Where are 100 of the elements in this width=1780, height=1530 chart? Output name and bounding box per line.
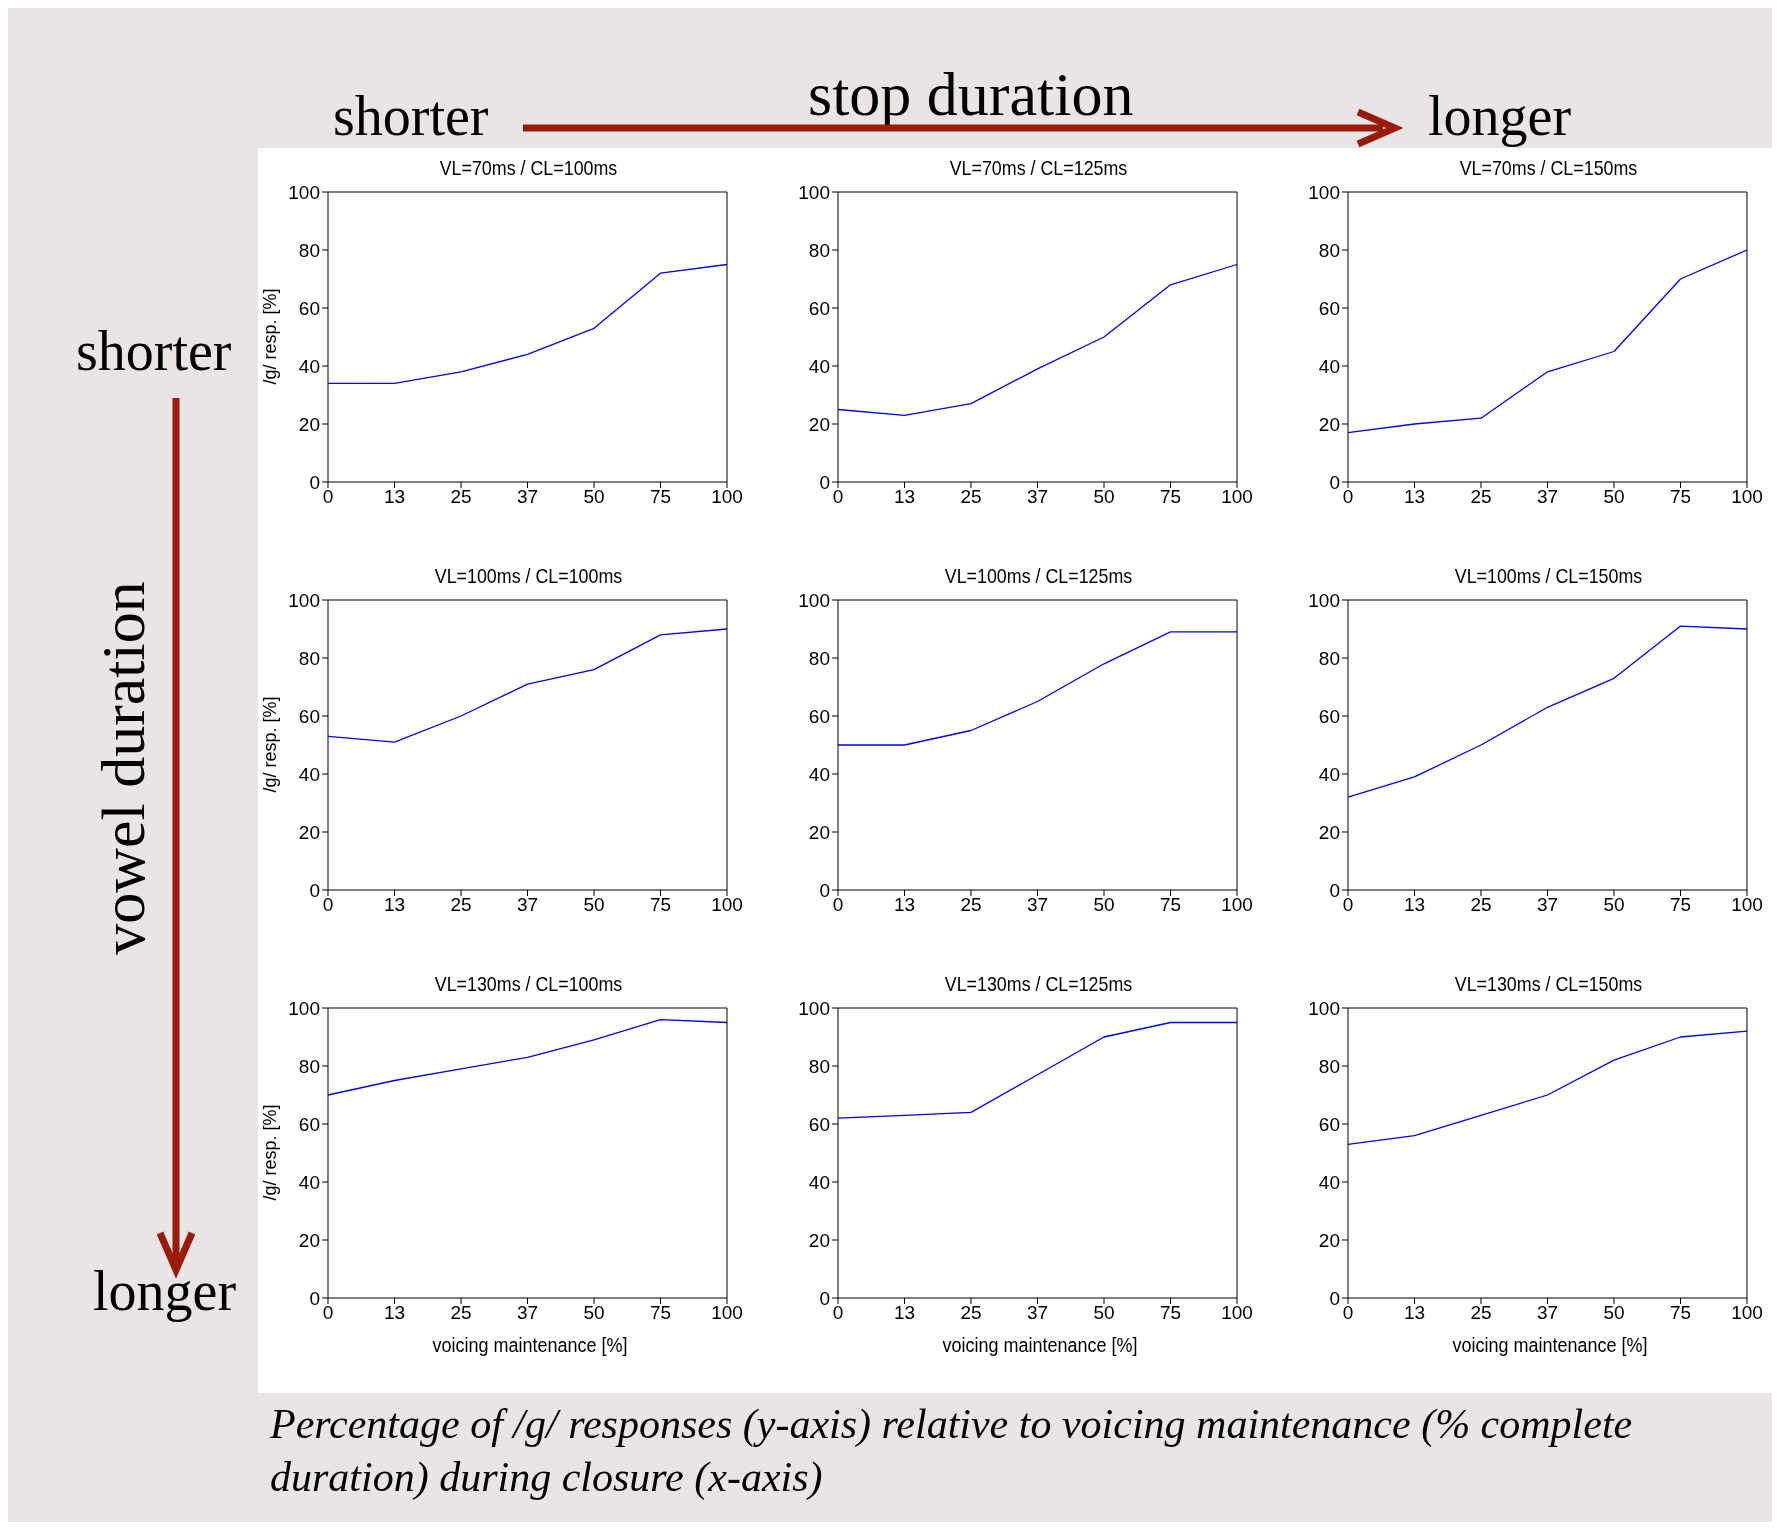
y-tick-label: 100 [798, 997, 830, 1019]
y-tick-label: 20 [1318, 413, 1340, 435]
text: stop duration [808, 60, 1134, 128]
y-tick-label: 40 [808, 1171, 830, 1193]
line-series [837, 263, 1238, 416]
x-tick-label: 37 [516, 486, 539, 508]
y-tick-label: 60 [808, 705, 830, 727]
x-tick-label: 50 [1093, 486, 1115, 508]
x-axis-title: voicing maintenance [%] [941, 1334, 1139, 1357]
x-tick-label: 75 [1159, 486, 1182, 508]
x-tick-label: 50 [1093, 894, 1115, 916]
chart-title: VL=130ms / CL=125ms [944, 972, 1133, 995]
x-tick-label: 13 [383, 894, 406, 916]
text: longer [1428, 85, 1572, 147]
x-tick-label: 37 [1026, 1302, 1049, 1324]
x-tick-label: 100 [1221, 486, 1253, 508]
x-tick-label: 75 [649, 486, 672, 508]
y-tick-label: 0 [309, 879, 320, 901]
x-tick-label: 75 [1159, 1302, 1182, 1324]
chart-title: VL=70ms / CL=150ms [1459, 156, 1638, 179]
y-tick-label: 60 [808, 297, 830, 319]
y-tick-label: 100 [288, 181, 320, 203]
y-tick-label: 0 [819, 1287, 830, 1309]
chart-title: VL=100ms / CL=100ms [434, 564, 623, 587]
x-tick-label: 37 [1536, 486, 1559, 508]
y-tick-label: 20 [808, 821, 830, 843]
chart-title: VL=70ms / CL=125ms [949, 156, 1128, 179]
y-tick-label: 40 [298, 1171, 320, 1193]
line-series [327, 1018, 728, 1096]
y-tick-label: 60 [1318, 1113, 1340, 1135]
x-tick-label: 25 [450, 1302, 472, 1324]
x-tick-label: 25 [450, 894, 472, 916]
x-tick-label: 13 [383, 1302, 406, 1324]
y-tick-label: 60 [1318, 705, 1340, 727]
x-tick-label: 13 [1403, 894, 1426, 916]
line-series [1347, 249, 1748, 434]
y-tick-label: 40 [1318, 1171, 1340, 1193]
x-tick-label: 100 [711, 894, 743, 916]
y-tick-label: 100 [1308, 181, 1340, 203]
x-tick-label: 50 [1603, 1302, 1625, 1324]
y-tick-label: 60 [298, 297, 320, 319]
y-tick-label: 0 [819, 471, 830, 493]
y-tick-label: 80 [298, 647, 320, 669]
line-series [1347, 625, 1748, 798]
y-tick-label: 40 [298, 763, 320, 785]
x-tick-label: 13 [1403, 1302, 1426, 1324]
x-tick-label: 37 [1536, 1302, 1559, 1324]
line-series [837, 1021, 1238, 1119]
y-tick-label: 0 [819, 879, 830, 901]
y-tick-label: 0 [309, 1287, 320, 1309]
x-tick-label: 13 [383, 486, 406, 508]
y-tick-label: 20 [1318, 1229, 1340, 1251]
x-tick-label: 37 [1026, 486, 1049, 508]
x-tick-label: 25 [960, 894, 982, 916]
y-tick-label: 20 [808, 1229, 830, 1251]
y-tick-label: 40 [1318, 763, 1340, 785]
y-tick-label: 0 [309, 471, 320, 493]
y-tick-label: 0 [1329, 879, 1340, 901]
line-series [327, 628, 728, 743]
y-tick-label: 80 [808, 647, 830, 669]
y-tick-label: 80 [298, 1055, 320, 1077]
x-tick-label: 25 [1470, 1302, 1492, 1324]
x-tick-label: 25 [960, 486, 982, 508]
x-tick-label: 100 [1731, 894, 1763, 916]
x-tick-label: 37 [516, 894, 539, 916]
line-series [1347, 1030, 1748, 1145]
x-tick-label: 25 [1470, 486, 1492, 508]
y-tick-label: 40 [808, 763, 830, 785]
y-tick-label: 0 [1329, 471, 1340, 493]
text: Percentage of /g/ responses (y-axis) relative to voicing maintenance (% complete duration) during closure (x-axis) [270, 1400, 1634, 1502]
y-tick-label: 40 [298, 355, 320, 377]
text: shorter [76, 320, 232, 382]
chart-title: VL=130ms / CL=150ms [1454, 972, 1643, 995]
x-tick-label: 37 [1536, 894, 1559, 916]
y-tick-label: 20 [298, 821, 320, 843]
x-tick-label: 75 [649, 1302, 672, 1324]
x-tick-label: 25 [450, 486, 472, 508]
y-tick-label: 80 [1318, 1055, 1340, 1077]
y-tick-label: 80 [298, 239, 320, 261]
text: vowel duration [89, 581, 158, 955]
text: longer [93, 1260, 237, 1322]
x-tick-label: 50 [1603, 486, 1625, 508]
y-tick-label: 100 [288, 997, 320, 1019]
y-axis-title: /g/ resp. [%] [259, 695, 281, 793]
y-tick-label: 80 [1318, 239, 1340, 261]
y-tick-label: 80 [1318, 647, 1340, 669]
x-tick-label: 100 [711, 486, 743, 508]
text: shorter [333, 85, 489, 147]
x-tick-label: 25 [1470, 894, 1492, 916]
x-tick-label: 50 [583, 486, 605, 508]
x-tick-label: 37 [516, 1302, 539, 1324]
x-tick-label: 75 [649, 894, 672, 916]
y-tick-label: 40 [808, 355, 830, 377]
x-tick-label: 50 [583, 894, 605, 916]
x-tick-label: 75 [1159, 894, 1182, 916]
x-tick-label: 25 [960, 1302, 982, 1324]
y-tick-label: 100 [288, 589, 320, 611]
chart-title: VL=100ms / CL=125ms [944, 564, 1133, 587]
x-tick-label: 50 [1603, 894, 1625, 916]
x-tick-label: 13 [893, 1302, 916, 1324]
